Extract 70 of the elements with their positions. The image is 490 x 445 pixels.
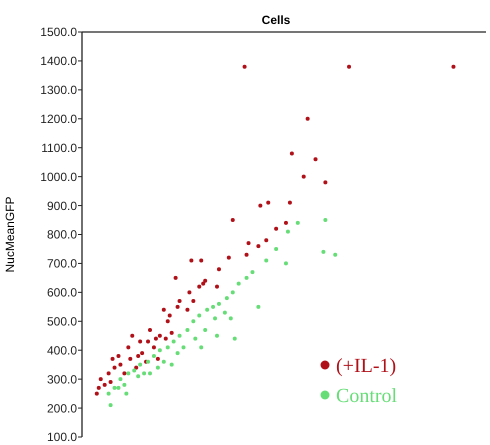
point <box>333 252 338 257</box>
point <box>185 328 190 332</box>
chart-title: Cells <box>262 13 291 27</box>
point <box>216 302 221 306</box>
y-axis-title: NucMeanGFP <box>3 196 17 273</box>
point <box>191 319 196 324</box>
point <box>166 345 170 350</box>
point <box>274 246 278 251</box>
y-tick-label: 100.0 <box>46 430 78 444</box>
y-tick-label: 1400.0 <box>40 54 78 68</box>
point <box>156 366 160 370</box>
point <box>244 276 249 280</box>
point <box>203 328 208 332</box>
point <box>224 296 229 300</box>
point <box>199 345 204 350</box>
point <box>158 348 162 352</box>
point <box>230 290 235 294</box>
y-tick-label: 1200.0 <box>40 112 78 126</box>
point <box>236 282 241 286</box>
point <box>142 371 146 376</box>
y-tick-label: 900.0 <box>46 198 78 213</box>
point <box>232 336 237 341</box>
y-tick-label: 1500.0 <box>40 25 78 40</box>
point <box>211 304 216 309</box>
point <box>250 270 254 274</box>
point <box>256 304 260 309</box>
point <box>126 371 130 376</box>
point <box>170 362 174 367</box>
point <box>228 316 233 320</box>
y-tick-label: 1300.0 <box>40 83 78 98</box>
point <box>122 382 126 387</box>
point <box>296 220 300 225</box>
point <box>213 316 218 320</box>
point <box>215 334 219 338</box>
point <box>152 354 156 358</box>
point <box>205 308 210 312</box>
point <box>138 362 142 367</box>
y-tick-label: 1100.0 <box>41 140 78 155</box>
point <box>116 386 120 390</box>
point <box>176 351 180 356</box>
point <box>108 403 113 408</box>
point <box>106 392 111 396</box>
y-tick-label: 800.0 <box>46 228 78 242</box>
point <box>284 261 288 266</box>
point <box>162 360 166 364</box>
y-tick-label: 700.0 <box>46 256 78 271</box>
point <box>323 218 328 222</box>
y-tick-label: 400.0 <box>46 343 78 358</box>
point <box>321 250 326 254</box>
y-tick-label: 200.0 <box>46 401 78 416</box>
point <box>112 386 117 390</box>
point <box>286 230 290 234</box>
point <box>136 374 140 378</box>
point <box>178 334 182 338</box>
legend-label: Control <box>336 385 398 407</box>
y-tick-label: 500.0 <box>46 314 78 328</box>
point <box>193 336 198 341</box>
point <box>132 368 136 372</box>
point <box>118 377 122 382</box>
point <box>172 340 176 344</box>
point <box>222 310 227 315</box>
point <box>124 392 128 396</box>
y-tick-label: 600.0 <box>46 286 78 300</box>
point <box>182 345 186 350</box>
legend-label: (+IL-1) <box>336 355 396 377</box>
point <box>197 314 202 318</box>
y-tick-label: 1000.0 <box>40 170 78 184</box>
y-tick-label: 300.0 <box>46 372 78 386</box>
point <box>264 258 268 263</box>
point <box>148 371 152 376</box>
